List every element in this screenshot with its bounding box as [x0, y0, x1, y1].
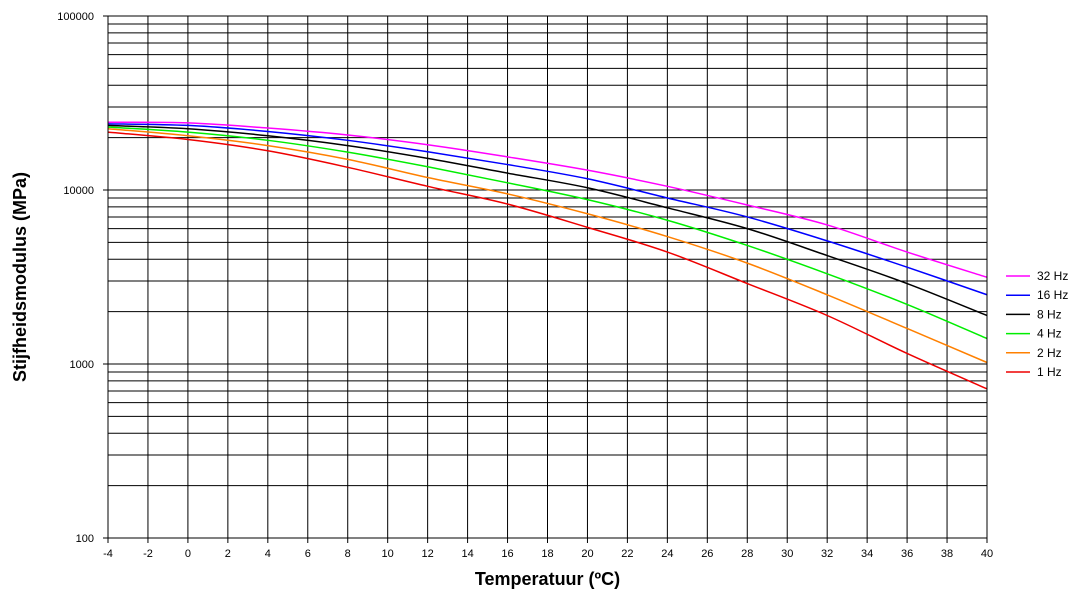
legend-label-16-hz: 16 Hz	[1037, 288, 1068, 302]
legend-label-4-hz: 4 Hz	[1037, 327, 1062, 341]
x-tick-label: 10	[382, 548, 394, 560]
x-tick-label: 32	[821, 548, 833, 560]
y-tick-labels: 100 1000 10000 100000	[57, 11, 108, 545]
x-tick-labels: -4 -2 0 2 4 6 8 10 12 14 16 18 20 22 24 26 28 30 32 34 36 38 4…	[103, 538, 993, 560]
x-tick-label: 12	[422, 548, 434, 560]
x-tick-label: 28	[741, 548, 753, 560]
y-tick-label: 10000	[63, 185, 94, 197]
legend-label-1-hz: 1 Hz	[1037, 365, 1062, 379]
x-tick-label: 30	[781, 548, 793, 560]
x-tick-label: -4	[103, 548, 113, 560]
x-tick-label: 34	[861, 548, 873, 560]
x-axis-title: Temperatuur (ºC)	[475, 569, 620, 589]
x-tick-label: 2	[225, 548, 231, 560]
x-tick-label: 8	[345, 548, 351, 560]
x-tick-label: 22	[621, 548, 633, 560]
x-tick-label: 0	[185, 548, 191, 560]
x-tick-label: 20	[581, 548, 593, 560]
x-tick-label: 38	[941, 548, 953, 560]
legend: 32 Hz 16 Hz 8 Hz 4 Hz 2 Hz 1 Hz	[1006, 269, 1068, 379]
y-tick-label: 1000	[70, 359, 94, 371]
x-tick-label: 26	[701, 548, 713, 560]
x-tick-label: 4	[265, 548, 271, 560]
y-tick-label: 100000	[57, 11, 94, 23]
x-tick-label: 40	[981, 548, 993, 560]
legend-label-2-hz: 2 Hz	[1037, 346, 1062, 360]
x-tick-label: 18	[541, 548, 553, 560]
y-axis-title: Stijfheidsmodulus (MPa)	[10, 172, 30, 382]
x-tick-label: 14	[461, 548, 473, 560]
x-tick-label: 16	[501, 548, 513, 560]
legend-label-32-hz: 32 Hz	[1037, 269, 1068, 283]
x-tick-label: 24	[661, 548, 673, 560]
x-tick-label: 6	[305, 548, 311, 560]
grid	[108, 16, 987, 538]
y-tick-label: 100	[76, 533, 94, 545]
legend-label-8-hz: 8 Hz	[1037, 307, 1062, 321]
x-tick-label: -2	[143, 548, 153, 560]
x-tick-label: 36	[901, 548, 913, 560]
